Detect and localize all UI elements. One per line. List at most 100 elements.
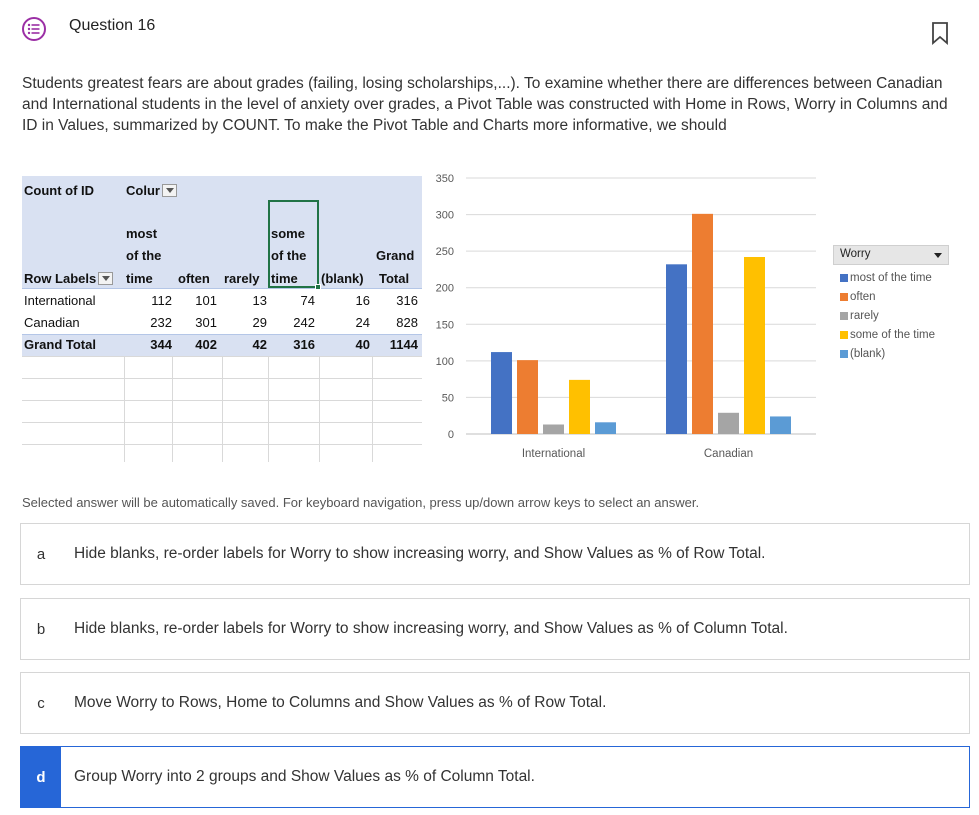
legend-item: most of the time	[833, 272, 949, 284]
col-header-line1: most	[126, 226, 158, 241]
bookmark-icon[interactable]	[931, 21, 949, 45]
answer-text: Hide blanks, re-order labels for Worry t…	[74, 620, 788, 637]
col-header-blank: (blank)	[321, 271, 364, 286]
row-filter-icon[interactable]	[98, 272, 114, 286]
table-cell: 344	[150, 337, 172, 352]
table-cell: 242	[293, 315, 315, 330]
selected-cell-outline	[268, 200, 319, 288]
legend-field-button[interactable]: Worry	[833, 245, 949, 265]
table-cell: 316	[396, 293, 418, 308]
row-label: Grand Total	[24, 337, 96, 352]
legend-label: (blank)	[850, 348, 886, 360]
table-cell: 301	[195, 315, 217, 330]
table-cell: 101	[195, 293, 217, 308]
y-tick-label: 100	[436, 356, 454, 368]
legend-label: some of the time	[850, 329, 936, 341]
chart-legend[interactable]: Worry most of the time often rarely some of…	[833, 245, 949, 360]
answer-letter: b	[36, 620, 46, 638]
bar-often-international	[517, 360, 538, 434]
col-header-line2: of the	[271, 248, 307, 263]
bar-some-of-the-time-international	[569, 379, 590, 434]
answer-option-b[interactable]: b Hide blanks, re-order labels for Worry…	[20, 598, 970, 660]
question-title: Question 16	[69, 17, 156, 34]
col-header-most-of-the-time: time	[126, 271, 153, 286]
col-header-line1: some	[271, 226, 305, 241]
table-cell: 16	[355, 293, 370, 308]
row-labels-header[interactable]: Row Labels	[24, 271, 114, 286]
answer-letter: c	[37, 694, 45, 712]
answer-option-c[interactable]: c Move Worry to Rows, Home to Columns an…	[20, 672, 970, 734]
y-tick-label: 200	[436, 283, 454, 295]
legend-item: some of the time	[833, 329, 949, 341]
bar-chart-svg: 0 50 100 150 200 250 300 350 International Canadi…	[436, 173, 816, 460]
y-tick-label: 250	[436, 246, 454, 258]
x-category-label: Canadian	[704, 448, 753, 460]
bar-most-of-the-time-international	[491, 352, 512, 434]
value-field-label: Count of ID	[24, 183, 95, 198]
autosave-hint: Selected answer will be automatically sa…	[22, 495, 700, 510]
column-filter-icon[interactable]	[161, 184, 177, 198]
legend-swatch	[840, 350, 848, 358]
column-labels-text: Colur	[126, 183, 160, 198]
legend-swatch	[840, 293, 848, 301]
legend-item: (blank)	[833, 348, 949, 360]
legend-label: rarely	[850, 310, 879, 322]
bar-blank-international	[595, 422, 616, 434]
col-header-rarely: rarely	[224, 271, 260, 286]
legend-swatch	[840, 312, 848, 320]
col-header-line2: of the	[126, 248, 162, 263]
legend-swatch	[840, 331, 848, 339]
answer-option-d[interactable]: d Group Worry into 2 groups and Show Val…	[20, 746, 970, 808]
answer-text: Move Worry to Rows, Home to Columns and …	[74, 694, 607, 711]
row-labels-text: Row Labels	[24, 271, 97, 286]
table-cell: 232	[150, 315, 172, 330]
table-cell: 402	[195, 337, 217, 352]
answer-option-a[interactable]: a Hide blanks, re-order labels for Worry…	[20, 523, 970, 585]
row-label: Canadian	[24, 315, 80, 330]
table-cell: 112	[151, 293, 172, 308]
dropdown-arrow-icon	[934, 253, 942, 258]
question-list-icon	[22, 17, 46, 41]
legend-item: often	[833, 291, 949, 303]
table-cell: 828	[396, 315, 418, 330]
col-header-often: often	[178, 271, 210, 286]
y-tick-label: 50	[442, 392, 454, 404]
table-cell: 29	[252, 315, 267, 330]
answer-text: Group Worry into 2 groups and Show Value…	[74, 768, 535, 785]
bar-often-canadian	[692, 213, 713, 434]
bar-blank-canadian	[770, 416, 791, 434]
fill-handle[interactable]	[315, 284, 321, 290]
question-text: Students greatest fears are about grades…	[22, 75, 948, 134]
table-cell: 40	[355, 337, 370, 352]
bar-most-of-the-time-canadian	[666, 264, 687, 434]
bar-rarely-international	[543, 424, 564, 434]
table-cell: 42	[252, 337, 267, 352]
legend-item: rarely	[833, 310, 949, 322]
bar-rarely-canadian	[718, 412, 739, 434]
table-cell: 74	[300, 293, 315, 308]
col-header-line2: Grand	[376, 248, 415, 263]
table-cell: 1144	[389, 337, 418, 352]
pivot-table: Count of ID Colur most of the time often…	[22, 176, 422, 462]
answer-text: Hide blanks, re-order labels for Worry t…	[74, 545, 766, 562]
row-label: International	[24, 293, 96, 308]
answer-letter: d	[21, 747, 61, 807]
table-cell: 13	[252, 293, 267, 308]
y-tick-label: 300	[436, 210, 454, 222]
x-category-label: International	[522, 448, 585, 460]
y-tick-label: 350	[436, 173, 454, 185]
pivot-chart[interactable]: 0 50 100 150 200 250 300 350 International Canadi…	[426, 166, 956, 466]
table-cell: 316	[293, 337, 315, 352]
bar-some-of-the-time-canadian	[744, 256, 765, 434]
table-cell: 24	[355, 315, 370, 330]
col-header-grand-total: Total	[379, 271, 410, 286]
legend-label: often	[850, 291, 876, 303]
legend-swatch	[840, 274, 848, 282]
legend-label: most of the time	[850, 272, 932, 284]
y-tick-label: 0	[448, 429, 454, 441]
legend-title: Worry	[840, 248, 871, 260]
column-labels-header[interactable]: Colur	[126, 183, 177, 198]
col-header-some-of-the-time: time	[271, 271, 298, 286]
answer-letter: a	[36, 545, 46, 563]
y-tick-label: 150	[436, 319, 454, 331]
